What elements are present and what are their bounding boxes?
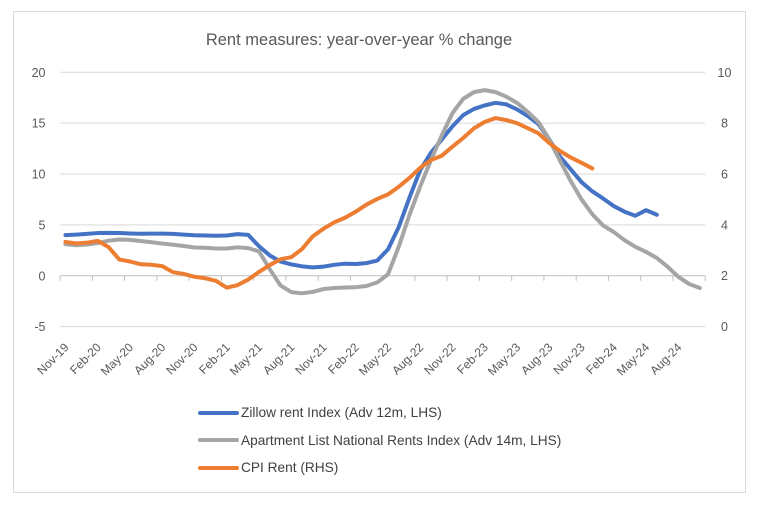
left-axis-label: 10 [32,168,46,182]
x-axis-label: Aug-20 [131,340,168,377]
legend-label: Apartment List National Rents Index (Adv… [241,432,562,448]
chart-title: Rent measures: year-over-year % change [205,31,513,49]
x-axis-label: May-21 [227,340,265,378]
x-axis-label: Nov-22 [421,340,458,377]
left-axis-label: 15 [32,117,46,131]
x-axis-label: Aug-23 [518,340,555,377]
right-axis-label: 8 [721,117,728,131]
x-axis-label: May-22 [356,340,394,378]
x-axis-label: Aug-24 [647,340,684,377]
x-axis-label: Nov-19 [34,340,71,377]
x-axis-label: Nov-23 [550,340,587,377]
left-axis-label: -5 [34,320,45,334]
legend-item: CPI Rent (RHS) [198,459,561,476]
legend-swatch [198,465,239,470]
x-axis-label: Feb-20 [67,340,104,377]
x-axis-label: May-20 [98,340,136,378]
right-axis-label: 6 [721,168,728,182]
series-line-cpi-rent [63,116,595,290]
chart-area [13,11,746,493]
left-axis-label: 5 [39,218,46,232]
x-axis-label: Nov-21 [292,340,329,377]
x-axis-label: Feb-22 [325,340,362,377]
left-axis-label: 0 [39,269,46,283]
series-line-apartment-list-national-rents-index [63,88,702,296]
legend-swatch [198,410,239,415]
x-axis-label: May-23 [485,340,523,378]
left-axis-label: 20 [32,66,46,80]
right-axis-label: 2 [721,269,728,283]
legend: Zillow rent Index (Adv 12m, LHS) Apartmen… [198,404,561,487]
legend-label: CPI Rent (RHS) [241,460,339,475]
x-axis-label: May-24 [614,340,652,378]
right-axis-label: 4 [721,218,728,232]
legend-swatch [198,438,239,442]
x-axis-label: Feb-24 [583,340,620,377]
x-axis-label: Aug-22 [389,340,426,377]
legend-label: Zillow rent Index (Adv 12m, LHS) [241,405,442,420]
x-axis-label: Nov-20 [163,340,200,377]
right-axis-label: 10 [718,66,732,80]
legend-item: Zillow rent Index (Adv 12m, LHS) [198,404,561,421]
x-axis-label: Aug-21 [260,340,297,377]
x-axis-label: Feb-21 [196,340,233,377]
right-axis-label: 0 [721,320,728,334]
legend-item: Apartment List National Rents Index (Adv… [198,432,561,449]
x-axis-label: Feb-23 [454,340,491,377]
